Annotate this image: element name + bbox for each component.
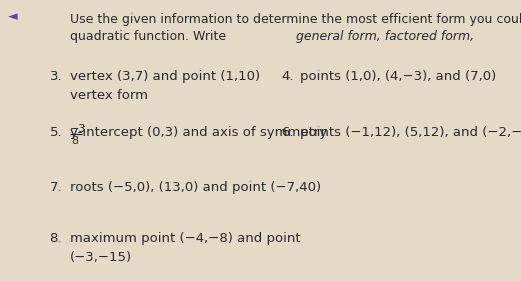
Text: vertex form: vertex form — [70, 89, 148, 101]
Text: 3.: 3. — [49, 70, 62, 83]
Text: 8: 8 — [71, 136, 79, 146]
Text: vertex (3,7) and point (1,10): vertex (3,7) and point (1,10) — [70, 70, 260, 83]
Text: (−3,−15): (−3,−15) — [70, 251, 132, 264]
Text: y-intercept (0,3) and axis of symmetry: y-intercept (0,3) and axis of symmetry — [70, 126, 328, 139]
Text: points (−1,12), (5,12), and (−2,−2): points (−1,12), (5,12), and (−2,−2) — [300, 126, 521, 139]
Text: points (1,0), (4,−3), and (7,0): points (1,0), (4,−3), and (7,0) — [300, 70, 496, 83]
Text: general form, factored form,: general form, factored form, — [296, 30, 475, 42]
Text: Use the given information to determine the most efficient form you could use to : Use the given information to determine t… — [70, 13, 521, 26]
Text: 5.: 5. — [49, 126, 62, 139]
Text: 6.: 6. — [281, 126, 294, 139]
Text: −3: −3 — [70, 124, 86, 134]
Text: ◄: ◄ — [8, 10, 17, 23]
Text: maximum point (−4,−8) and point: maximum point (−4,−8) and point — [70, 232, 301, 245]
Text: 8.: 8. — [49, 232, 62, 245]
Text: 7.: 7. — [49, 181, 62, 194]
Text: 4.: 4. — [281, 70, 294, 83]
Text: roots (−5,0), (13,0) and point (−7,40): roots (−5,0), (13,0) and point (−7,40) — [70, 181, 321, 194]
Text: quadratic function. Write: quadratic function. Write — [70, 30, 230, 42]
